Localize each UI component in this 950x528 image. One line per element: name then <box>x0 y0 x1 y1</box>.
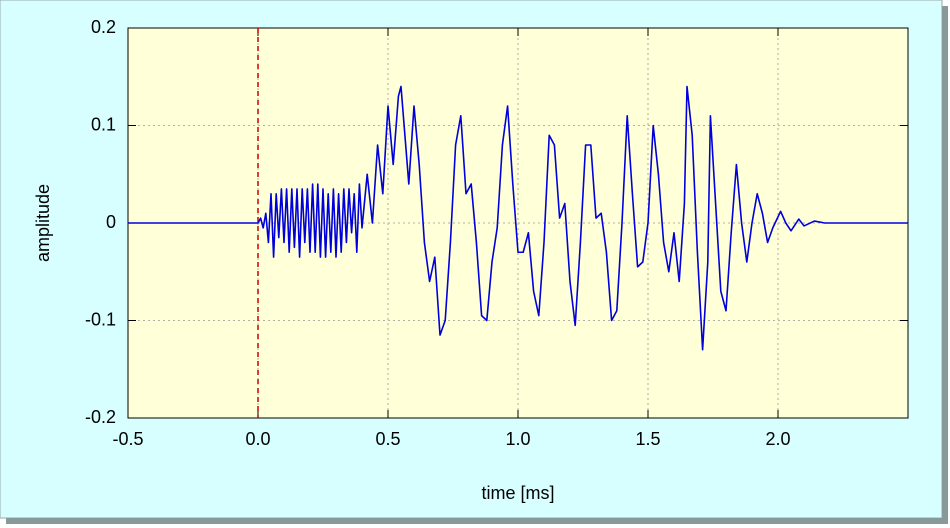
panel-shadow <box>6 518 948 524</box>
x-tick-label: -0.5 <box>112 429 143 449</box>
y-tick-label: 0.1 <box>91 114 116 134</box>
y-tick-label: 0.2 <box>91 17 116 37</box>
series-line <box>128 85 908 351</box>
y-tick-label: -0.2 <box>85 407 116 427</box>
x-tick-label: 0.0 <box>245 429 270 449</box>
x-tick-label: 1.5 <box>635 429 660 449</box>
x-tick-label: 0.5 <box>375 429 400 449</box>
x-tick-label: 1.0 <box>505 429 530 449</box>
panel-shadow <box>942 6 948 524</box>
y-tick-label: 0 <box>106 212 116 232</box>
y-tick-label: -0.1 <box>85 309 116 329</box>
x-axis-label: time [ms] <box>481 483 554 503</box>
x-tick-label: 2.0 <box>765 429 790 449</box>
y-axis-label: amplitude <box>33 184 53 262</box>
